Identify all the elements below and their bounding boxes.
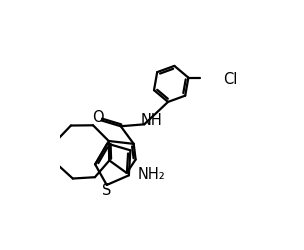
Text: Cl: Cl [223,72,237,86]
Text: NH: NH [141,113,162,128]
Text: O: O [92,110,103,124]
Text: NH₂: NH₂ [138,167,165,182]
Text: S: S [102,183,111,198]
